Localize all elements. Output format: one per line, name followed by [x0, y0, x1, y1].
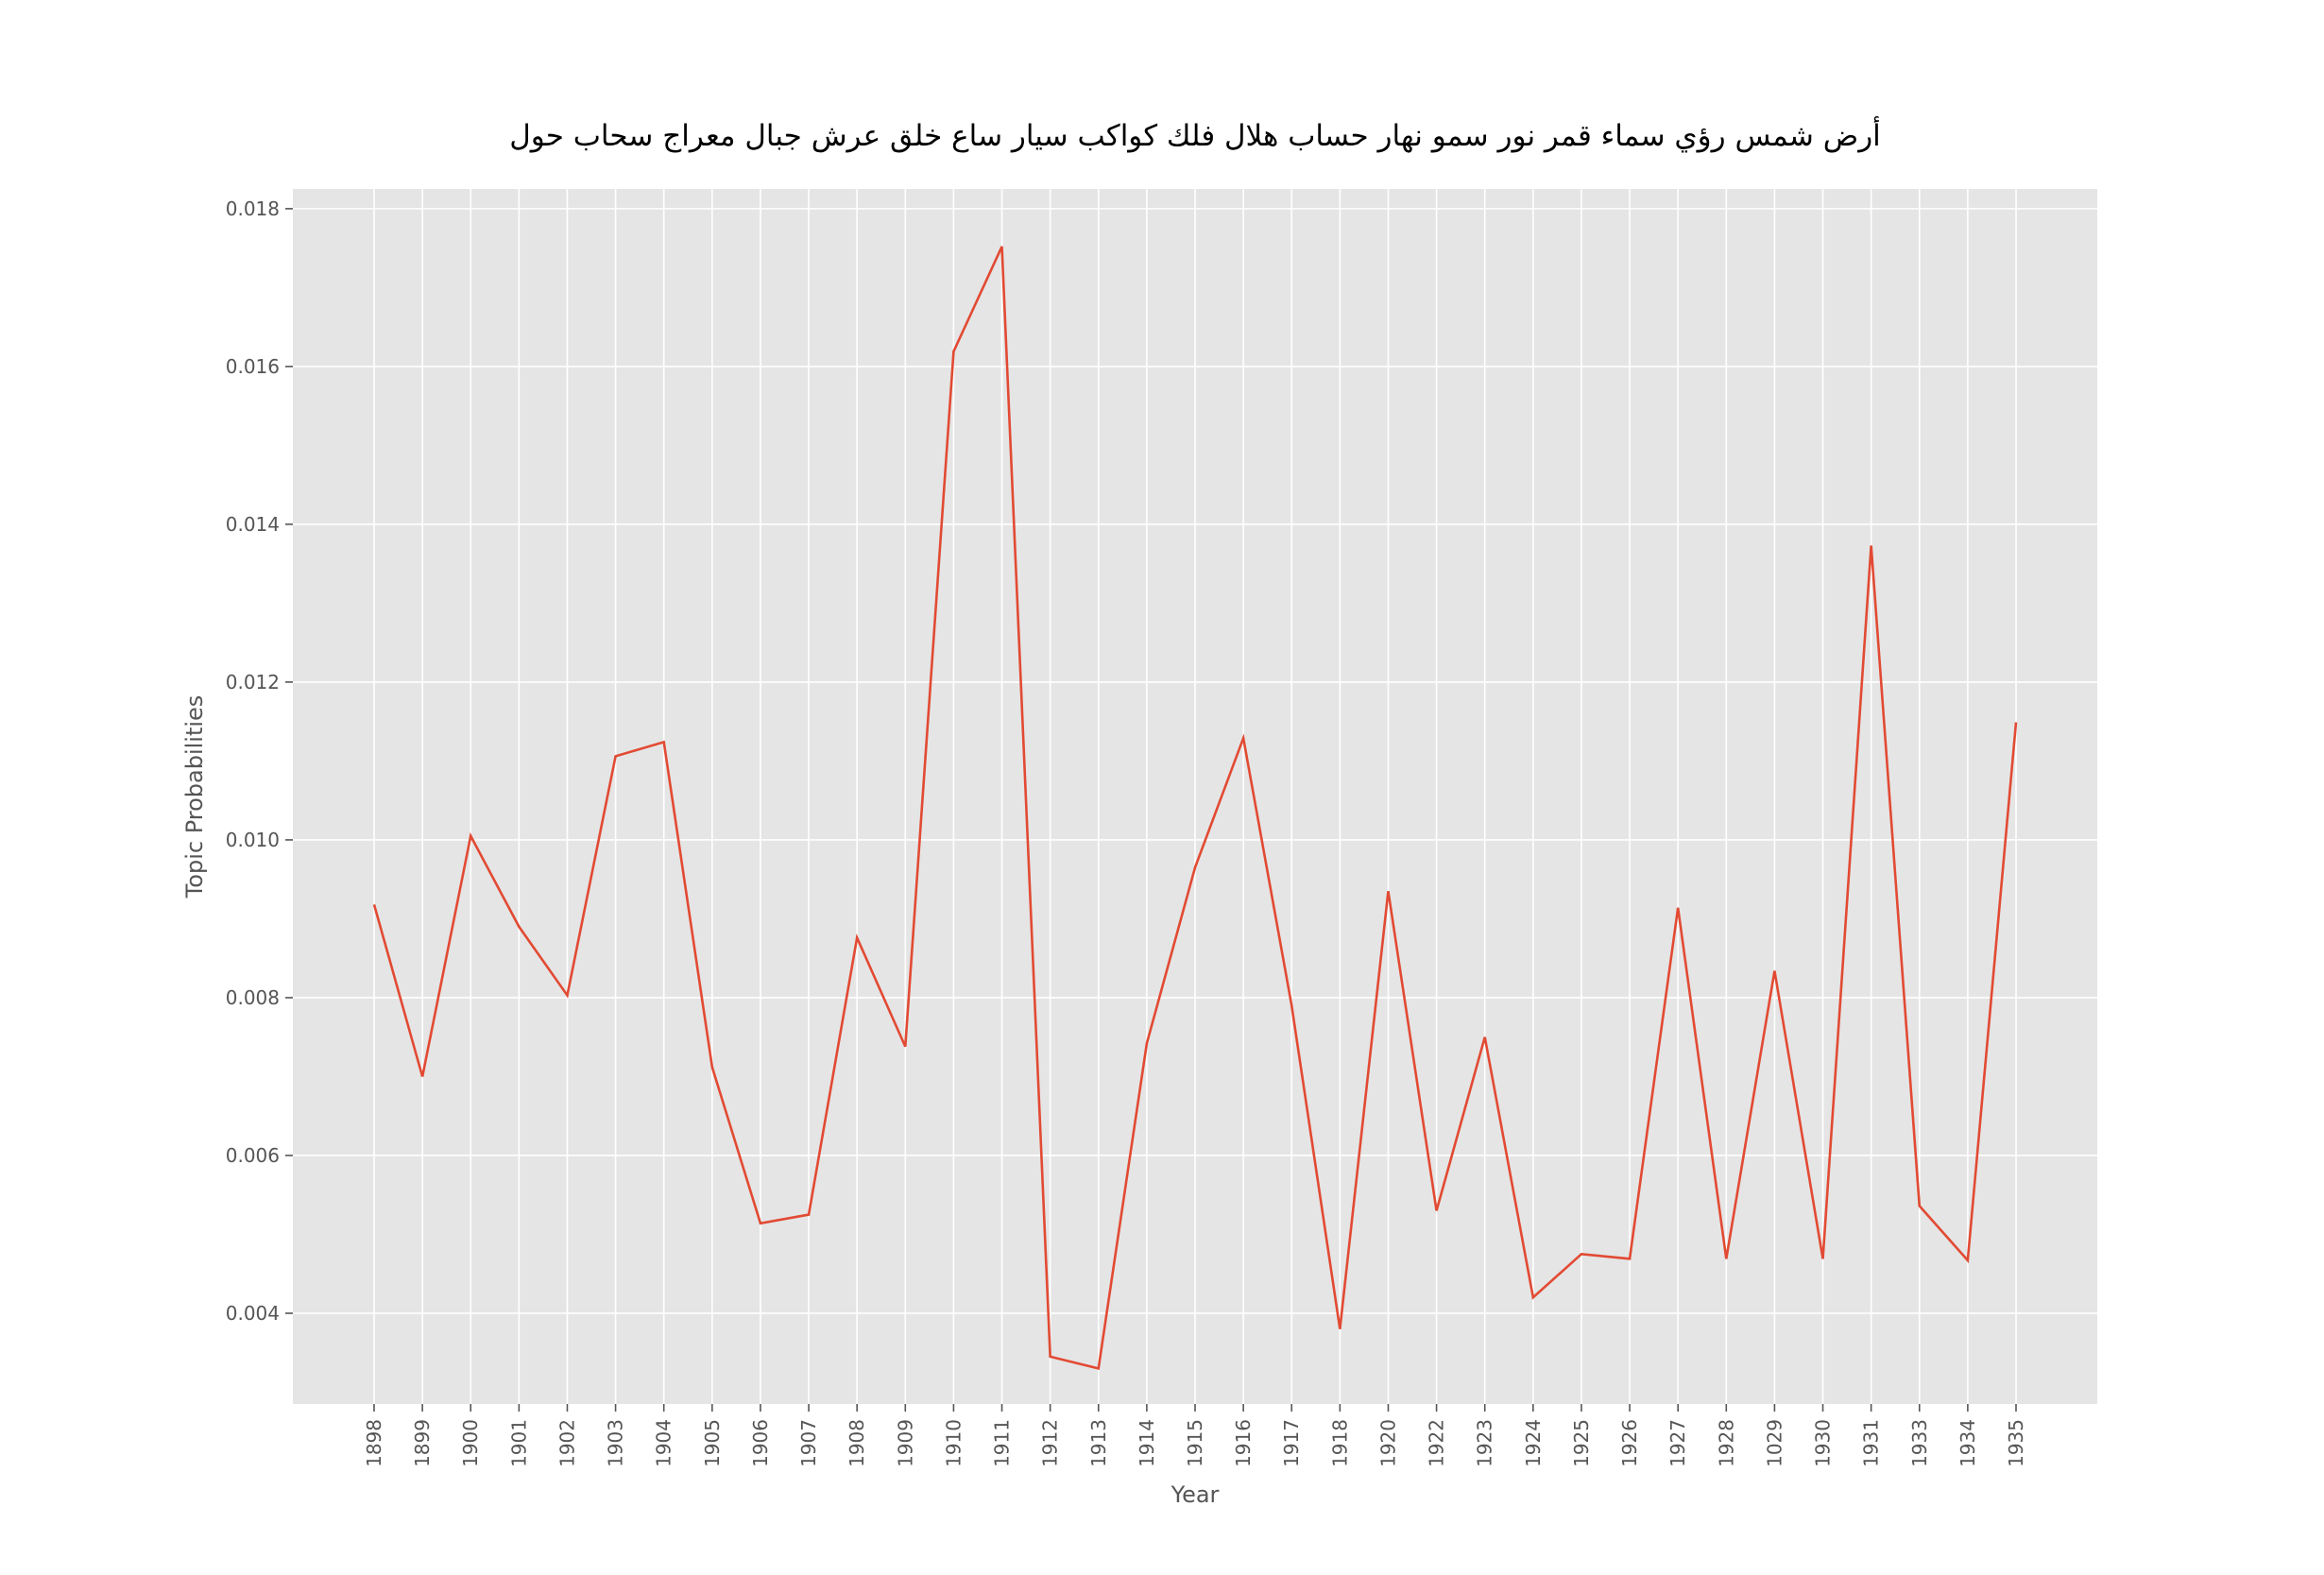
x-tick-label: 1927 [1666, 1419, 1689, 1467]
x-tick-label: 1900 [459, 1419, 482, 1467]
x-tick-label: 1902 [555, 1419, 578, 1467]
y-tick-label: 0.008 [226, 986, 280, 1009]
y-tick-label: 0.016 [226, 355, 280, 378]
x-tick-label: 1928 [1715, 1419, 1737, 1467]
y-tick-label: 0.012 [226, 671, 280, 693]
x-axis-label: Year [1171, 1481, 1220, 1508]
x-tick-label: 1923 [1474, 1419, 1496, 1467]
x-tick-label: 1908 [846, 1419, 868, 1467]
x-tick-label: 1926 [1618, 1419, 1641, 1467]
x-tick-label: 1922 [1426, 1419, 1448, 1467]
y-tick-label: 0.014 [226, 513, 280, 536]
x-tick-label: 1914 [1136, 1419, 1158, 1467]
series-layer [372, 246, 2018, 1371]
tick-marks [285, 208, 2017, 1412]
x-tick-label: 1920 [1376, 1419, 1399, 1467]
x-tick-label: 1918 [1328, 1419, 1351, 1467]
x-tick-label: 1912 [1039, 1419, 1062, 1467]
x-tick-label: 1901 [507, 1419, 530, 1467]
x-tick-label: 1913 [1087, 1419, 1110, 1467]
x-tick-label: 1931 [1860, 1419, 1883, 1467]
x-tick-label: 1029 [1763, 1419, 1786, 1467]
x-tick-label: 1905 [701, 1419, 724, 1467]
x-tick-label: 1934 [1957, 1419, 1979, 1467]
x-tick-label: 1911 [991, 1419, 1014, 1467]
x-tick-label: 1916 [1232, 1419, 1255, 1467]
x-tick-label: 1903 [605, 1419, 627, 1467]
y-tick-label: 0.004 [226, 1302, 280, 1325]
y-tick-labels: 0.004 0.006 0.008 0.010 0.012 0.014 0.016 0.018 [226, 197, 280, 1325]
y-tick-label: 0.010 [226, 829, 280, 851]
x-tick-label: 1898 [363, 1419, 385, 1467]
x-tick-label: 1899 [411, 1419, 434, 1467]
x-tick-label: 1906 [749, 1419, 772, 1467]
grid-lines [293, 189, 2097, 1404]
y-tick-label: 0.018 [226, 197, 280, 220]
x-tick-label: 1907 [797, 1419, 820, 1467]
x-tick-label: 1909 [894, 1419, 916, 1467]
chart-title: أرض شمس رؤي سماء قمر نور سمو نهار حساب ه… [509, 116, 1881, 153]
x-tick-label: 1910 [942, 1419, 965, 1467]
x-tick-label: 1933 [1908, 1419, 1931, 1467]
x-tick-label: 1930 [1812, 1419, 1835, 1467]
y-axis-label: Topic Probabilities [181, 695, 208, 899]
x-tick-label: 1904 [653, 1419, 675, 1467]
x-tick-label: 1917 [1280, 1419, 1303, 1467]
x-tick-label: 1915 [1184, 1419, 1206, 1467]
y-tick-label: 0.006 [226, 1144, 280, 1167]
x-tick-label: 1935 [2005, 1419, 2027, 1467]
x-tick-labels: 1898 1899 1900 1901 1902 1903 1904 1905 1906 1907… [363, 1419, 2027, 1467]
x-tick-label: 1925 [1570, 1419, 1593, 1467]
x-tick-label: 1924 [1522, 1419, 1545, 1467]
